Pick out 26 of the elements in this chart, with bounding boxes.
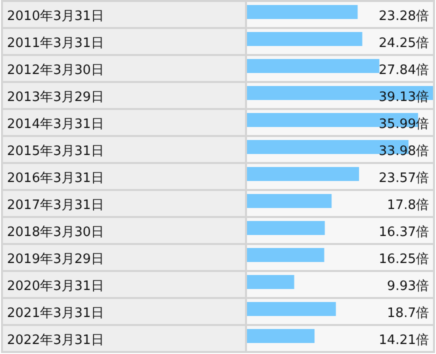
y-tick-label: 2022年3月31日: [7, 333, 104, 348]
data-label: 33.98倍: [378, 144, 429, 159]
y-tick-label: 2011年3月31日: [7, 36, 104, 51]
y-tick-label: 2013年3月29日: [7, 90, 104, 105]
y-tick-label: 2021年3月31日: [7, 306, 104, 321]
data-label: 23.57倍: [378, 171, 429, 186]
y-tick-label: 2020年3月31日: [7, 279, 104, 294]
y-tick-label: 2012年3月30日: [7, 63, 104, 78]
data-label: 27.84倍: [378, 63, 429, 78]
data-label: 16.25倍: [378, 252, 429, 267]
y-tick-label: 2010年3月31日: [7, 9, 104, 24]
data-label: 24.25倍: [378, 36, 429, 51]
data-label: 39.13倍: [378, 90, 429, 105]
y-tick-label: 2019年3月29日: [7, 252, 104, 267]
data-label: 35.99倍: [378, 117, 429, 132]
data-label: 16.37倍: [378, 225, 429, 240]
data-label: 17.8倍: [387, 198, 429, 213]
y-tick-label: 2017年3月31日: [7, 198, 104, 213]
data-label: 14.21倍: [378, 333, 429, 348]
data-label: 23.28倍: [378, 9, 429, 24]
y-tick-label: 2014年3月31日: [7, 117, 104, 132]
data-label: 9.93倍: [387, 279, 429, 294]
y-tick-label: 2018年3月30日: [7, 225, 104, 240]
data-label: 18.7倍: [387, 306, 429, 321]
y-tick-label: 2016年3月31日: [7, 171, 104, 186]
y-tick-label: 2015年3月31日: [7, 144, 104, 159]
